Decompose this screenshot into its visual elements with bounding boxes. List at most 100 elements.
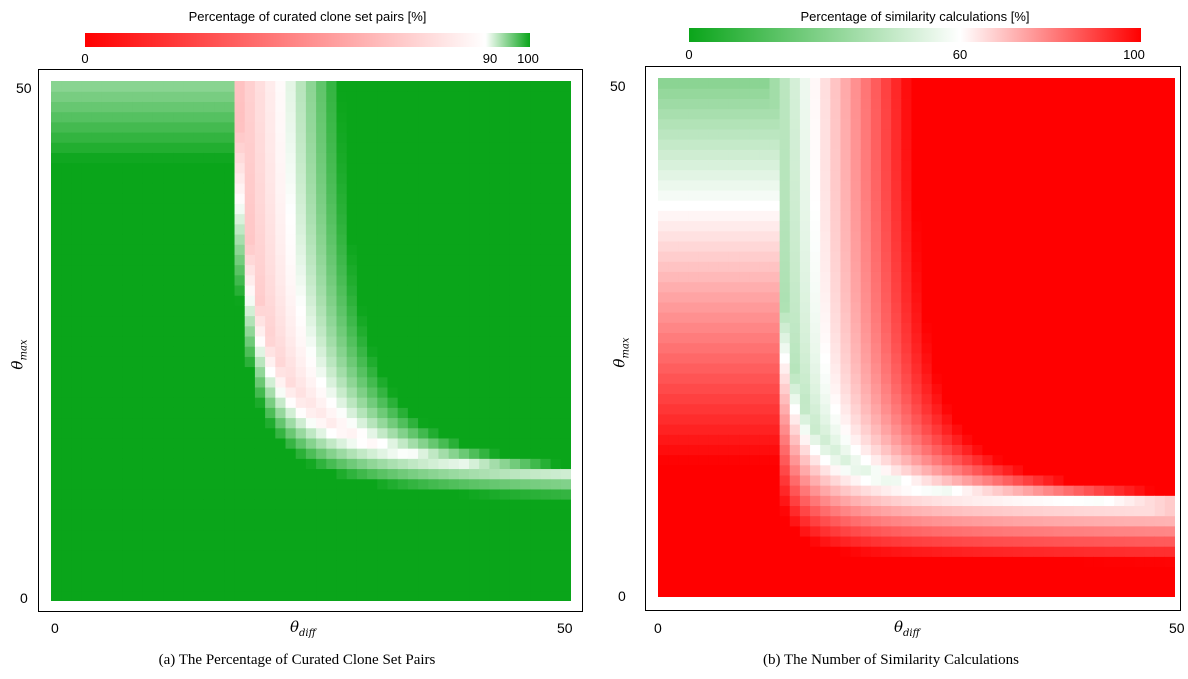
- heat-cell: [850, 312, 862, 323]
- heat-cell: [336, 417, 348, 429]
- heat-cell: [810, 251, 821, 262]
- heat-cell: [479, 448, 491, 459]
- heat-cell: [759, 546, 771, 557]
- heat-cell: [397, 274, 409, 286]
- heat-cell: [698, 556, 710, 568]
- heat-cell: [51, 172, 62, 184]
- heat-cell: [428, 121, 440, 133]
- heat-cell: [1093, 556, 1105, 568]
- heat-cell: [458, 417, 470, 429]
- heat-cell: [326, 407, 338, 419]
- heat-cell: [71, 417, 83, 429]
- heat-cell: [407, 244, 419, 255]
- heat-cell: [1012, 220, 1024, 232]
- heat-cell: [992, 535, 1004, 547]
- heat-cell: [678, 210, 690, 222]
- heat-cell: [509, 121, 521, 133]
- heat-cell: [458, 315, 470, 327]
- heat-cell: [448, 366, 460, 378]
- heat-cell: [911, 566, 923, 578]
- heat-cell: [708, 108, 720, 120]
- heat-cell: [132, 539, 144, 551]
- heat-cell: [91, 233, 103, 245]
- heat-cell: [1073, 291, 1085, 303]
- heat-cell: [326, 223, 338, 235]
- heat-cell: [356, 152, 368, 164]
- heat-cell: [972, 342, 983, 354]
- heat-cell: [931, 128, 943, 140]
- heat-cell: [1114, 556, 1125, 568]
- heat-cell: [1114, 454, 1125, 466]
- heat-cell: [397, 182, 409, 194]
- heat-cell: [305, 152, 317, 164]
- heat-cell: [214, 509, 225, 521]
- heat-cell: [1063, 576, 1075, 588]
- heat-cell: [509, 182, 521, 194]
- heat-cell: [799, 444, 811, 456]
- heat-cell: [962, 403, 973, 415]
- heat-cell: [1022, 505, 1034, 517]
- heat-cell: [1033, 210, 1044, 222]
- heat-cell: [132, 121, 144, 133]
- heat-cell: [1022, 230, 1034, 242]
- heat-cell: [769, 403, 781, 415]
- heat-cell: [285, 437, 297, 449]
- heat-cell: [458, 305, 470, 317]
- heat-cell: [112, 580, 123, 592]
- heat-cell: [275, 193, 287, 204]
- heat-cell: [142, 131, 154, 143]
- heat-cell: [163, 519, 174, 531]
- heat-cell: [728, 210, 740, 222]
- heat-cell: [224, 193, 236, 204]
- heat-cell: [1124, 515, 1136, 527]
- heat-cell: [367, 81, 378, 92]
- heat-cell: [1114, 332, 1125, 344]
- heat-cell: [509, 478, 521, 490]
- heat-cell: [1022, 393, 1034, 405]
- heat-cell: [356, 529, 368, 541]
- heat-cell: [203, 233, 215, 245]
- heat-cell: [718, 179, 730, 191]
- heat-cell: [1073, 88, 1085, 99]
- heat-cell: [163, 172, 174, 184]
- heat-cell: [560, 111, 571, 123]
- heat-cell: [769, 210, 781, 222]
- heat-cell: [214, 570, 225, 582]
- heat-cell: [708, 393, 720, 405]
- heat-cell: [789, 240, 801, 252]
- heat-cell: [1114, 261, 1125, 272]
- heat-cell: [265, 437, 276, 449]
- heat-cell: [336, 81, 348, 92]
- heat-cell: [840, 332, 852, 344]
- heat-cell: [254, 376, 266, 388]
- heat-cell: [560, 356, 571, 368]
- heat-cell: [1093, 128, 1105, 140]
- heat-cell: [550, 570, 562, 582]
- heat-cell: [81, 437, 93, 449]
- heat-cell: [881, 515, 892, 527]
- heat-cell: [152, 81, 164, 92]
- heat-cell: [285, 203, 297, 215]
- heat-cell: [346, 519, 358, 531]
- heat-cell: [142, 284, 154, 296]
- heat-cell: [1073, 118, 1085, 130]
- heat-cell: [982, 301, 994, 313]
- heat-cell: [234, 335, 246, 347]
- heat-cell: [479, 142, 491, 153]
- heat-cell: [316, 509, 327, 521]
- heat-cell: [530, 468, 542, 480]
- heat-cell: [122, 152, 134, 164]
- heat-cell: [668, 251, 679, 262]
- heat-cell: [951, 322, 963, 334]
- heat-cell: [931, 383, 943, 395]
- heat-cell: [367, 142, 378, 153]
- heat-cell: [214, 580, 225, 592]
- heat-cell: [560, 284, 571, 296]
- heat-cell: [840, 525, 852, 537]
- heat-cell: [982, 128, 994, 140]
- heat-cell: [71, 244, 83, 255]
- heat-cell: [305, 519, 317, 531]
- heat-cell: [718, 332, 730, 344]
- heat-cell: [112, 417, 123, 429]
- heat-cell: [163, 509, 174, 521]
